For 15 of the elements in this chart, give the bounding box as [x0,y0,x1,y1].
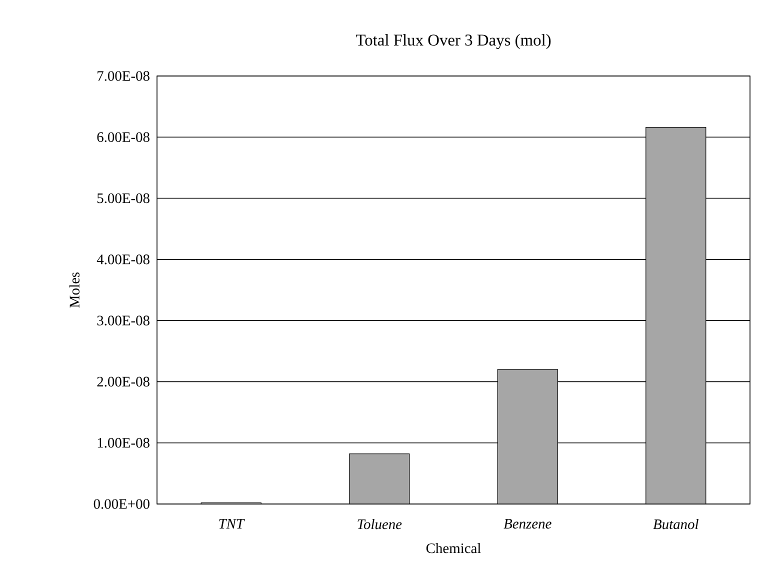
x-tick-label: TNT [219,518,245,528]
y-tick-label: 7.00E-08 [98,71,150,81]
y-tick-label: 5.00E-08 [97,193,150,204]
x-tick-label: Benzene [504,518,552,529]
y-tick-label: 4.00E-08 [96,254,150,264]
x-tick-label: Butanol [653,518,698,530]
x-axis-title: Chemical [426,543,481,554]
y-tick-label: 0.00E+00 [94,499,150,509]
y-tick-label: 6.00E-08 [97,132,150,142]
y-tick-label: 3.00E-08 [97,316,150,326]
y-tick-label: 2.00E-08 [97,376,150,387]
chart-title: Total Flux Over 3 Days (mol) [356,34,551,49]
y-axis-title: Moles [69,272,80,308]
x-tick-label: Toluene [358,518,402,530]
y-tick-label: 1.00E-08 [98,438,150,448]
